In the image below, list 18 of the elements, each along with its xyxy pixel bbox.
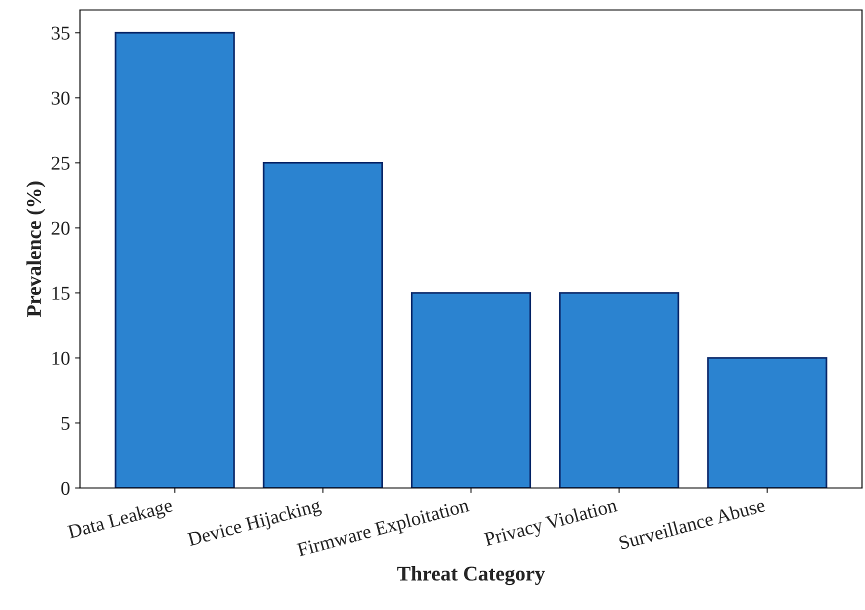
y-tick-label: 0 <box>61 482 70 495</box>
x-tick-label: Surveillance Abuse <box>618 498 766 550</box>
bar <box>707 357 828 488</box>
x-tick-label: Privacy Violation <box>484 498 619 550</box>
y-tick-label: 15 <box>52 286 70 300</box>
x-axis-title: Threat Category <box>397 566 545 586</box>
bar <box>559 292 680 488</box>
x-tick-label: Data Leakage <box>66 498 174 542</box>
bar <box>114 32 235 488</box>
y-tick-label: 5 <box>62 416 70 430</box>
y-tick-label: 35 <box>52 26 70 40</box>
y-axis-title: Prevalence (%) <box>26 182 46 318</box>
y-tick-label: 20 <box>52 222 70 235</box>
bar <box>262 162 383 488</box>
y-tick-label: 10 <box>52 352 70 365</box>
y-tick-label: 25 <box>52 156 70 170</box>
bar <box>410 292 532 488</box>
y-tick-label: 30 <box>52 92 70 105</box>
